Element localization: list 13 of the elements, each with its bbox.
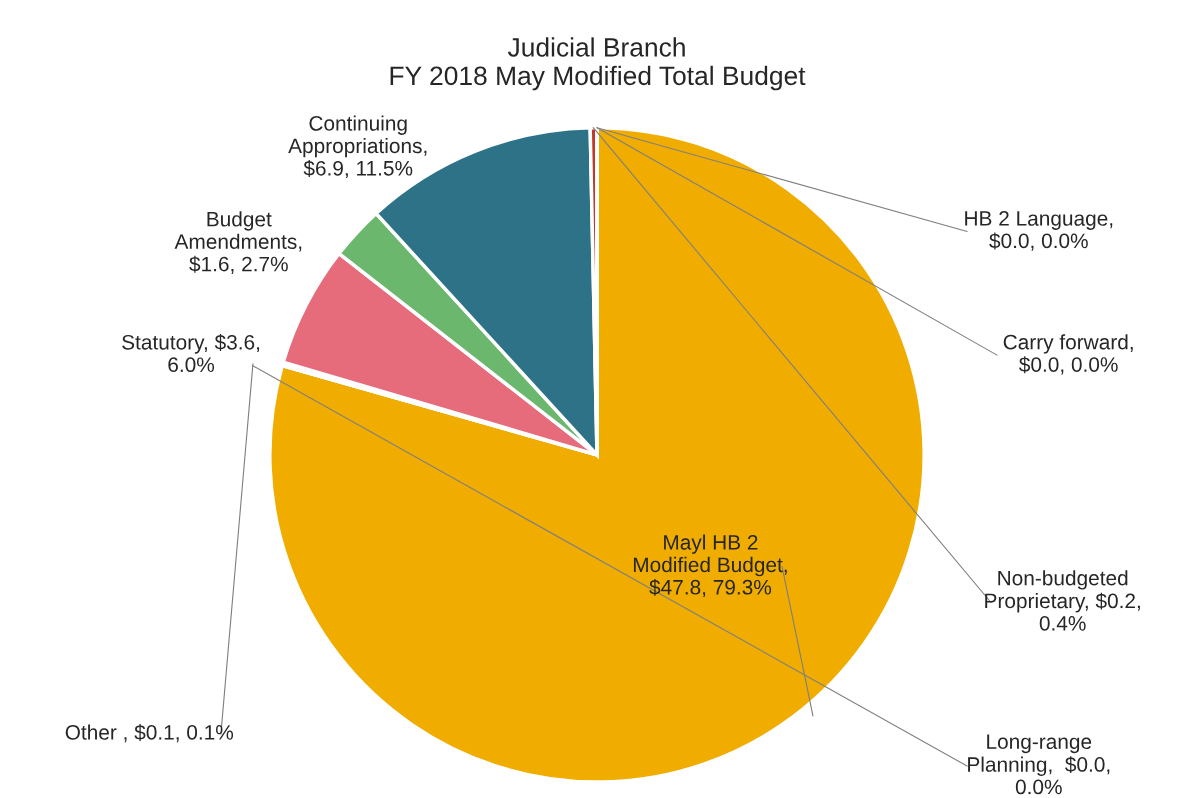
chart-title: Judicial Branch FY 2018 May Modified Total Budget [390,37,806,91]
text: $0.0, 0.0% [1019,356,1118,375]
slice-label: Other , $0.1, 0.1% [65,724,234,743]
slice-label: Statutory, $3.6, 6.0% [122,334,260,373]
slice-label: Continuing Appropriations, $6.9, 11.5% [288,115,427,179]
slice-label: Non-budgeted Proprietary, $0.2, 0.4% [985,570,1140,631]
category-label: Long-range Planning, $0.0, [968,734,1110,776]
text: 0.0% [1015,779,1062,795]
slice-label: Budget Amendments, $1.6, 2.7% [174,211,302,274]
category-label: HB 2 Language, [965,211,1113,230]
text: $0.0, 0.0% [989,232,1088,251]
slice-label: Mayl HB 2 Modified Budget, $47.8, 79.3% [633,534,787,598]
category-label: Carry forward, [1003,334,1133,354]
